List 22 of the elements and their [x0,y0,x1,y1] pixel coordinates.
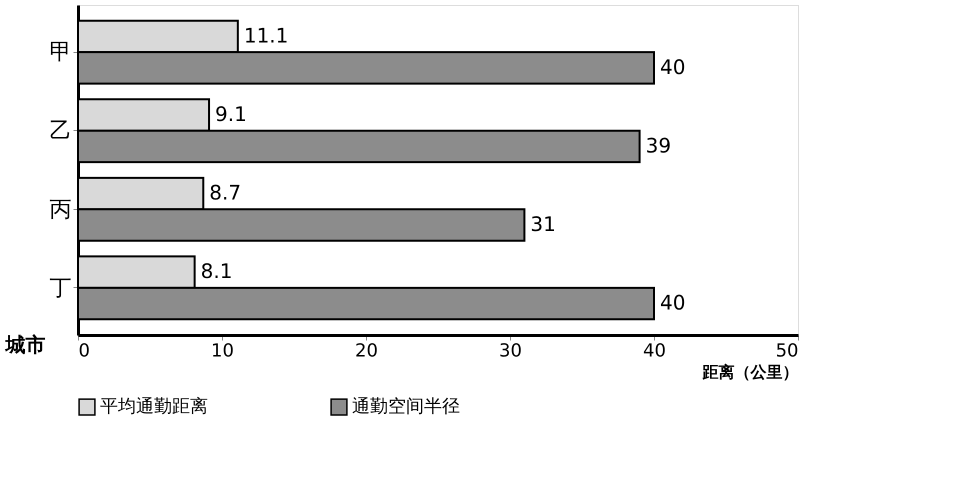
data-label: 40 [660,54,686,79]
data-label: 39 [646,133,672,158]
data-label: 31 [530,212,556,236]
x-tick-label: 50 [776,340,798,362]
y-tick-label: 丙 [50,197,72,222]
x-tick-label: 0 [78,340,90,362]
x-tick-label: 40 [643,340,666,362]
y-tick-label: 乙 [50,118,72,144]
data-label: 8.1 [200,259,232,284]
data-label: 11.1 [244,23,288,48]
data-label: 40 [660,290,686,315]
x-tick-label: 10 [211,340,234,362]
x-axis-title: 距离（公里） [702,362,798,382]
data-label: 8.7 [209,180,242,205]
y-axis-title: 城市 [4,332,46,356]
legend-label: 平均通勤距离 [100,396,208,418]
legend-label: 通勤空间半径 [352,396,460,418]
x-tick-label: 20 [355,340,378,362]
y-tick-label: 甲 [50,40,72,66]
x-tick-label: 30 [499,340,522,362]
data-label: 9.1 [215,102,247,126]
y-tick-label: 丁 [50,276,72,301]
